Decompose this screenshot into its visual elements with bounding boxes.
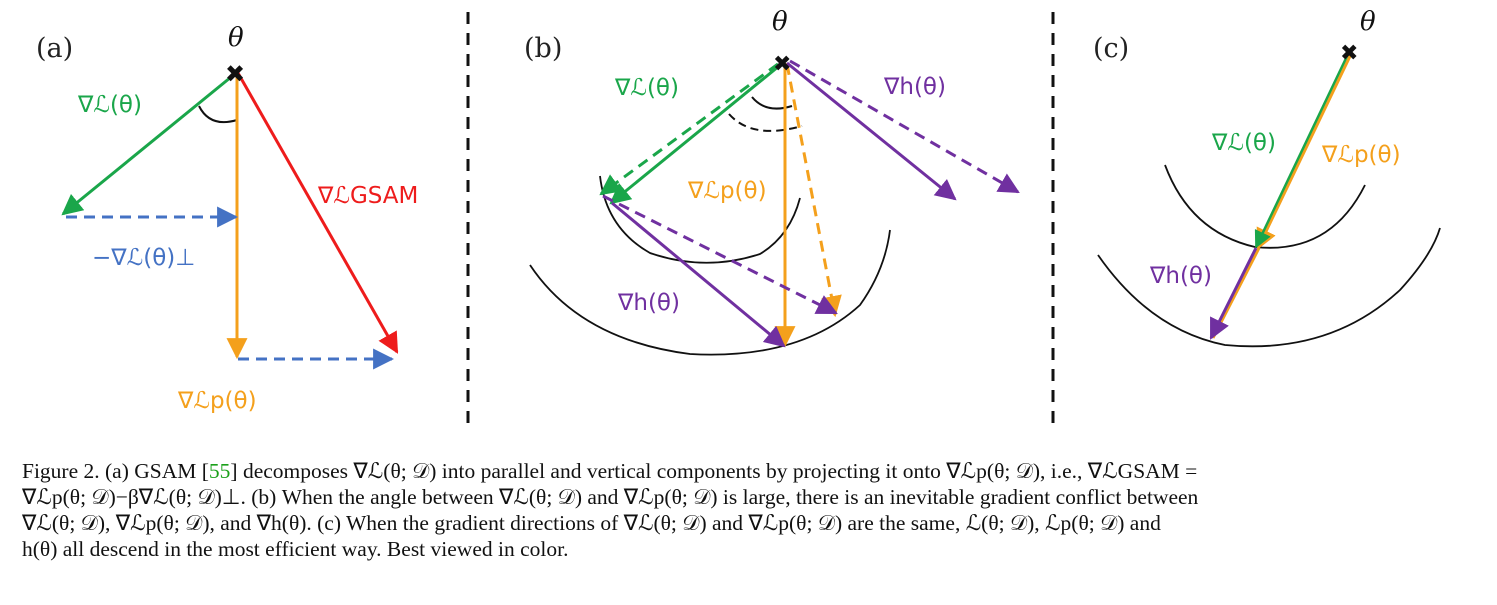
panel-a-grad-L-label: ∇ℒ(θ) bbox=[77, 92, 142, 118]
panel-a-grad-L-arrow bbox=[61, 71, 237, 216]
panel-c-grad-h-arrow bbox=[1209, 247, 1258, 340]
panel-c-grad-Lp-arrow bbox=[1256, 51, 1354, 250]
panel-c-theta-label: θ bbox=[1360, 7, 1376, 37]
caption-line-1-start: Figure 2. (a) GSAM [ bbox=[22, 459, 209, 483]
panel-b-grad-h-top-dashed-arrow bbox=[789, 59, 1020, 194]
panel-b-grad-h-bottom-label: ∇h(θ) bbox=[617, 290, 680, 316]
panel-a-theta-marker-icon: ✖ bbox=[225, 60, 245, 88]
panel-c-grad-h-shadow bbox=[1211, 247, 1261, 339]
panel-a: (a) θ ✖ ∇ℒ(θ) −∇ℒ(θ)⊥ ∇ℒp(θ) ∇ℒGSAM bbox=[36, 23, 418, 414]
panel-b-grad-L-arrow bbox=[609, 60, 785, 205]
panel-a-grad-L-gsam-arrow bbox=[236, 72, 399, 354]
panel-a-grad-L-gsam-label: ∇ℒGSAM bbox=[317, 183, 418, 209]
panel-b: (b) θ ✖ ∇ℒ(θ) ∇h(θ) ∇ℒp(θ) ∇h(θ) bbox=[524, 7, 1020, 356]
caption-line-1: Figure 2. (a) GSAM [55] decomposes ∇ℒ(θ;… bbox=[22, 458, 1477, 484]
panel-b-grad-h-top-label: ∇h(θ) bbox=[883, 74, 946, 100]
caption-line-3: ∇ℒ(θ; 𝒟), ∇ℒp(θ; 𝒟), and ∇h(θ). (c) When… bbox=[22, 511, 1161, 535]
caption-line-4: h(θ) all descend in the most efficient w… bbox=[22, 537, 569, 561]
panel-b-grad-Lp-label: ∇ℒp(θ) bbox=[687, 178, 767, 204]
panel-b-theta-marker-icon: ✖ bbox=[773, 52, 791, 77]
panel-b-grad-L-dashed-arrow bbox=[599, 62, 779, 196]
panel-c-grad-Lp-label: ∇ℒp(θ) bbox=[1321, 142, 1401, 168]
panel-c-theta-marker-icon: ✖ bbox=[1340, 41, 1358, 66]
panel-b-label: (b) bbox=[524, 33, 562, 64]
panel-b-grad-h-bottom-arrow bbox=[611, 201, 786, 348]
panel-c: (c) θ ✖ ∇ℒ(θ) ∇ℒp(θ) ∇h(θ) bbox=[1093, 7, 1441, 348]
panel-c-grad-L-arrow bbox=[1254, 51, 1351, 249]
panel-b-theta-label: θ bbox=[772, 7, 788, 37]
figure-caption: Figure 2. (a) GSAM [55] decomposes ∇ℒ(θ;… bbox=[22, 458, 1477, 562]
caption-line-2: ∇ℒp(θ; 𝒟)−β∇ℒ(θ; 𝒟)⊥. (b) When the angle… bbox=[22, 485, 1199, 509]
panel-b-angle-arc-solid bbox=[751, 96, 793, 110]
panel-b-grad-Lp-dashed-arrow bbox=[785, 63, 842, 318]
panel-a-label: (a) bbox=[36, 33, 73, 64]
panel-a-neg-perp-label: −∇ℒ(θ)⊥ bbox=[92, 245, 195, 271]
caption-citation-link[interactable]: 55 bbox=[208, 459, 231, 483]
panel-a-theta-label: θ bbox=[228, 23, 244, 53]
caption-line-1-end: ] decomposes ∇ℒ(θ; 𝒟) into parallel and … bbox=[230, 459, 1198, 483]
panel-c-grad-h-label: ∇h(θ) bbox=[1149, 263, 1212, 289]
panel-b-contour-inner bbox=[599, 175, 801, 264]
panel-c-grad-L-label: ∇ℒ(θ) bbox=[1211, 130, 1276, 156]
panel-c-contour-outer bbox=[1097, 227, 1441, 348]
panel-a-grad-Lp-label: ∇ℒp(θ) bbox=[177, 388, 257, 414]
figure-diagram: (a) θ ✖ ∇ℒ(θ) −∇ℒ(θ)⊥ ∇ℒp(θ) ∇ℒGSAM (b) … bbox=[36, 7, 1441, 432]
panel-b-grad-L-label: ∇ℒ(θ) bbox=[614, 75, 679, 101]
panel-b-angle-arc-dashed bbox=[728, 113, 803, 132]
panel-b-grad-h-bottom-dashed-arrow bbox=[602, 194, 838, 315]
panel-b-grad-h-top-arrow bbox=[786, 61, 957, 201]
panel-a-angle-arc bbox=[198, 105, 238, 124]
panel-b-contour-outer bbox=[529, 229, 891, 356]
panel-c-label: (c) bbox=[1093, 33, 1129, 64]
